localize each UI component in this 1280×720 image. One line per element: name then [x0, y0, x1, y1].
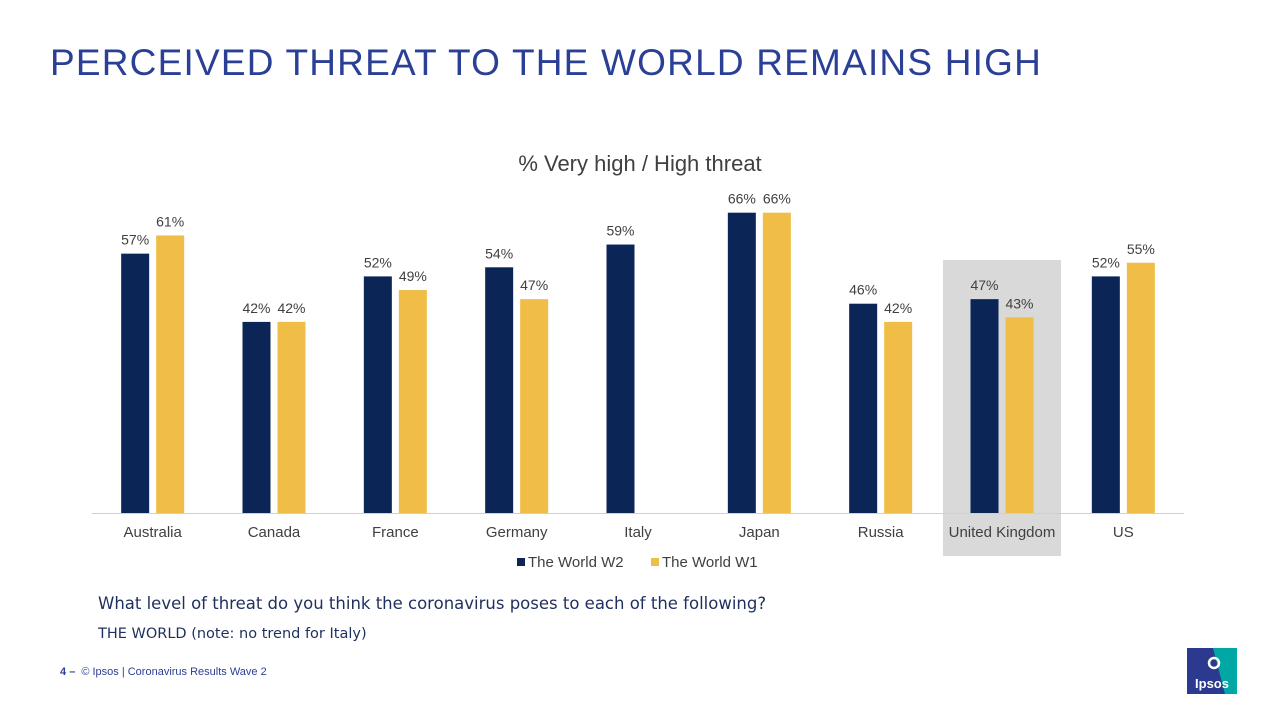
category-label-france: France: [372, 524, 419, 541]
data-label-w1-france: 49%: [399, 268, 427, 284]
survey-note: THE WORLD (note: no trend for Italy): [98, 626, 367, 642]
footer-copyright: © Ipsos | Coronavirus Results Wave 2: [81, 666, 267, 678]
bar-w1-australia: [156, 235, 185, 513]
series-w2-bars: [121, 212, 1120, 514]
category-label-canada: Canada: [248, 524, 301, 541]
page-number: 4 –: [60, 666, 76, 678]
bar-w1-canada: [277, 321, 306, 513]
data-label-w2-italy: 59%: [606, 223, 634, 239]
data-label-w2-japan: 66%: [728, 191, 756, 207]
legend-swatch-w1: [651, 558, 659, 566]
bar-w2-russia: [849, 303, 878, 513]
series-w1-bars: [156, 212, 1155, 513]
bar-w1-us: [1126, 262, 1155, 513]
data-label-w1-japan: 66%: [763, 191, 791, 207]
category-label-germany: Germany: [486, 524, 548, 541]
ipsos-logo: Ipsos: [1187, 648, 1237, 694]
data-label-w1-russia: 42%: [884, 300, 912, 316]
category-label-japan: Japan: [739, 524, 780, 541]
legend-label-w1: The World W1: [662, 554, 758, 571]
data-label-w2-australia: 57%: [121, 232, 149, 248]
bar-w1-germany: [520, 299, 549, 513]
data-label-w2-us: 52%: [1092, 254, 1120, 270]
category-label-united-kingdom: United Kingdom: [949, 524, 1056, 541]
data-label-w1-united-kingdom: 43%: [1005, 295, 1033, 311]
bar-w2-france: [363, 276, 392, 513]
bar-w2-us: [1091, 276, 1120, 513]
bar-w1-japan: [762, 212, 791, 513]
footer: 4 – © Ipsos | Coronavirus Results Wave 2: [60, 666, 267, 678]
bar-w1-france: [398, 290, 427, 513]
bar-chart: % Very high / High threat 57% 61% 42% 42% 52…: [92, 151, 1184, 571]
bar-w2-germany: [485, 267, 514, 513]
data-label-w1-germany: 47%: [520, 277, 548, 293]
data-label-w2-germany: 54%: [485, 245, 513, 261]
legend-swatch-w2: [517, 558, 525, 566]
category-labels: Australia Canada France Germany Italy Japan Ru…: [123, 524, 1133, 541]
survey-question: What level of threat do you think the co…: [98, 594, 767, 613]
data-label-w2-canada: 42%: [242, 300, 270, 316]
bar-w1-russia: [884, 321, 913, 513]
bar-w2-italy: [606, 244, 635, 514]
legend-label-w2: The World W2: [528, 554, 624, 571]
data-label-w1-canada: 42%: [277, 300, 305, 316]
data-label-w2-russia: 46%: [849, 282, 877, 298]
category-label-russia: Russia: [858, 524, 905, 541]
chart-title: % Very high / High threat: [518, 151, 761, 176]
bar-w1-united-kingdom: [1005, 317, 1034, 513]
highlight-box: [943, 260, 1061, 556]
data-label-w2-united-kingdom: 47%: [970, 277, 998, 293]
bar-w2-united-kingdom: [970, 299, 999, 513]
bar-w2-australia: [121, 253, 150, 513]
logo-text: Ipsos: [1195, 676, 1229, 691]
logo-mark-icon: [1207, 656, 1221, 670]
category-label-australia: Australia: [123, 524, 182, 541]
legend: The World W2 The World W1: [517, 554, 758, 571]
data-label-w1-australia: 61%: [156, 213, 184, 229]
data-label-w1-us: 55%: [1127, 241, 1155, 257]
slide-title: PERCEIVED THREAT TO THE WORLD REMAINS HI…: [50, 42, 1043, 83]
category-label-italy: Italy: [624, 524, 652, 541]
data-label-w2-france: 52%: [364, 254, 392, 270]
bar-w2-canada: [242, 321, 271, 513]
data-labels: 57% 61% 42% 42% 52% 49% 54% 47% 59% 66% 66% 46% 42% 4…: [121, 191, 1155, 316]
category-label-us: US: [1113, 524, 1134, 541]
bar-w2-japan: [727, 212, 756, 513]
